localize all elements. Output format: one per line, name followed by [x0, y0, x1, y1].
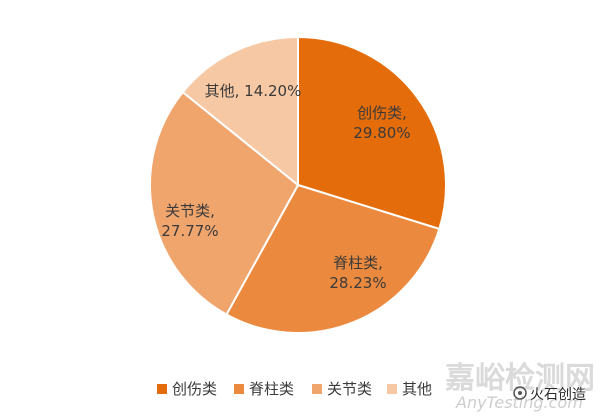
legend-swatch-other	[387, 384, 397, 394]
legend-swatch-joint	[312, 384, 322, 394]
legend: 创伤类 脊柱类 关节类 其他	[157, 380, 432, 398]
legend-label-other: 其他	[402, 380, 432, 398]
watermark-site-en: AnyTesting.com	[455, 393, 583, 412]
slice-labels: 创伤类, 29.80% 脊柱类, 28.23% 关节类, 27.77% 其他, 14.20%	[161, 82, 410, 292]
slice-label-other: 其他, 14.20%	[205, 82, 302, 100]
legend-label-trauma: 创伤类	[172, 380, 217, 398]
pie-slice-other	[181, 35, 299, 188]
watermark-site-cn: 嘉峪检测网	[445, 361, 595, 396]
watermark: 嘉峪检测网 AnyTesting.com 火石创造	[445, 361, 595, 412]
legend-label-joint: 关节类	[327, 380, 372, 398]
pie-slice-spine	[225, 183, 441, 334]
slice-label-spine: 脊柱类, 28.23%	[329, 254, 386, 292]
legend-swatch-trauma	[157, 384, 167, 394]
pie-slice-trauma	[297, 35, 447, 231]
legend-label-spine: 脊柱类	[249, 380, 294, 398]
slice-label-joint: 关节类, 27.77%	[161, 202, 218, 240]
watermark-source: 火石创造	[530, 387, 586, 403]
slice-label-trauma: 创伤类, 29.80%	[353, 104, 410, 142]
pie-slices	[149, 35, 447, 334]
legend-swatch-spine	[234, 384, 244, 394]
pie-slice-joint	[149, 90, 300, 316]
watermark-source-logo-icon	[513, 386, 527, 400]
